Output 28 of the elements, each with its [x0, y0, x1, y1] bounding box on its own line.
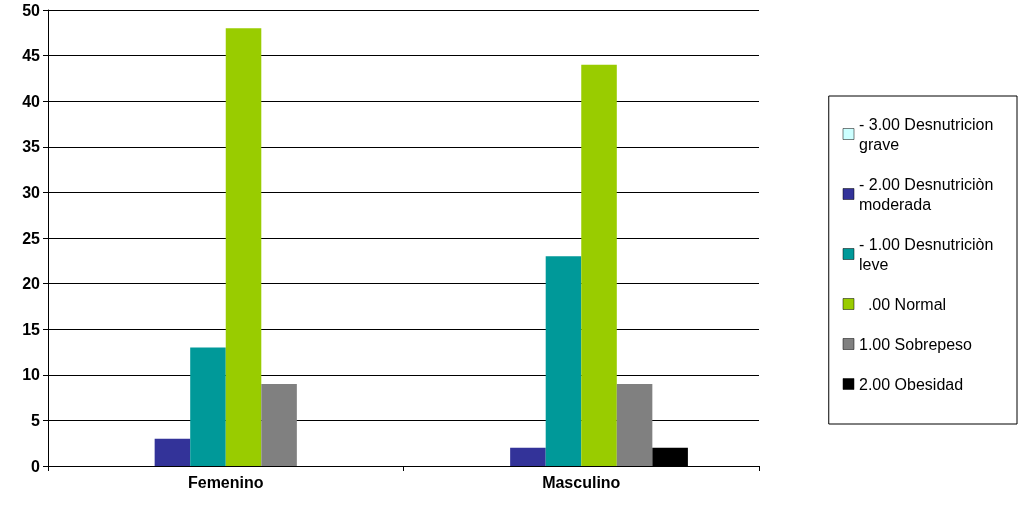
x-tick-label: Femenino: [187, 473, 264, 491]
bar: [510, 447, 546, 466]
y-tick-label: 0: [31, 457, 41, 475]
y-tick-label: 30: [22, 183, 41, 201]
legend-label: - 3.00 Desnutricion grave: [859, 115, 998, 153]
y-tick-label: 5: [31, 411, 41, 429]
y-tick-label: 40: [22, 92, 41, 110]
legend-label: 1.00 Sobrepeso: [859, 335, 973, 353]
y-tick-label: 25: [22, 229, 41, 247]
y-tick-label: 20: [22, 275, 41, 293]
legend-label: 2.00 Obesidad: [859, 375, 964, 393]
y-tick-label: 35: [22, 138, 41, 156]
bar: [190, 347, 226, 466]
bar: [652, 447, 688, 466]
y-tick-label: 15: [22, 320, 41, 338]
y-tick-label: 10: [22, 366, 41, 384]
legend-label: - 1.00 Desnutriciòn leve: [859, 235, 998, 273]
legend-label: - 2.00 Desnutriciòn moderada: [859, 175, 998, 213]
bar: [616, 383, 653, 466]
y-tick-label: 50: [22, 1, 41, 19]
bar: [581, 64, 617, 466]
bar: [154, 438, 191, 466]
bar: [261, 383, 297, 466]
x-tick-label: Masculino: [542, 473, 621, 491]
y-tick-label: 45: [22, 47, 41, 65]
bar: [225, 28, 262, 466]
bar: [545, 256, 582, 466]
legend-label: .00 Normal: [859, 295, 947, 313]
